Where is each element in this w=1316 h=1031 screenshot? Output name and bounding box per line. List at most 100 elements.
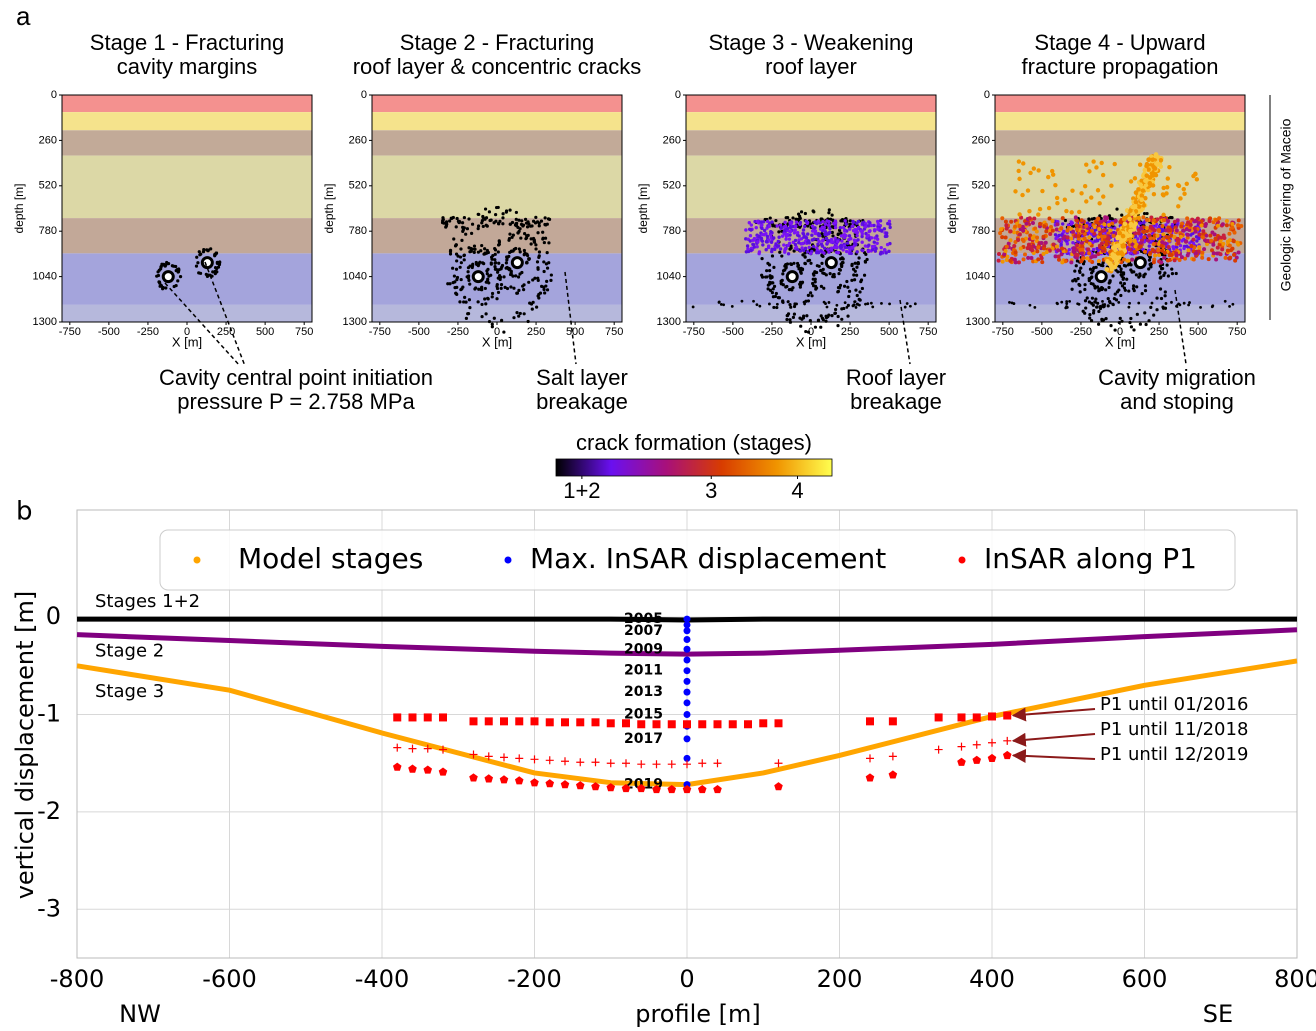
crack [1184,239,1189,244]
crack [462,258,466,262]
crack [1231,252,1236,257]
crack [1230,225,1235,230]
crack [1231,239,1236,244]
crack [1056,254,1061,259]
crack [1217,235,1222,240]
crack [792,312,797,316]
crack [453,286,457,290]
crack [887,219,892,224]
crack [909,304,912,308]
crack [848,247,852,251]
crack [1213,217,1218,222]
crack [1036,245,1041,250]
insar-point [683,699,691,707]
crack [1162,255,1167,260]
annotation: Roof layer [846,365,946,390]
crack [799,324,803,328]
crack [1209,238,1214,243]
y-tick-label: 780 [972,225,990,237]
crack [527,280,531,284]
crack [1213,237,1218,242]
crack [1017,176,1022,182]
crack [1079,251,1084,256]
crack [777,230,781,234]
annotation-arrow [164,282,241,367]
crack [815,221,819,226]
insar-point [683,615,691,623]
crack [1138,322,1142,326]
crack [1024,221,1029,226]
crack [1033,305,1037,309]
crack [1098,214,1102,218]
crack [525,225,530,229]
crack [842,235,847,240]
crack [1027,209,1032,214]
crack [1081,256,1086,261]
crack [1090,251,1094,256]
annotation: pressure P = 2.758 MPa [177,389,415,414]
y-tick-label: 0 [361,89,367,101]
crack [1083,287,1087,292]
crack [472,250,476,254]
crack [159,265,163,269]
crack [1214,257,1219,262]
section-title: Stage 1 - Fracturing [90,30,284,55]
crack [466,312,470,316]
crack [1101,286,1105,291]
crack [1038,221,1043,226]
crack [1146,157,1151,163]
crack [869,236,874,240]
crack [1106,236,1111,241]
crack [1078,290,1082,294]
crack [1092,266,1096,270]
insar-point [865,773,875,782]
crack [775,302,779,306]
geologic-layer [372,130,622,156]
crack [1172,234,1177,239]
crack [1142,167,1148,173]
crack [864,231,868,236]
crack [1162,273,1166,277]
annotation-arrow [204,261,246,367]
crack [1067,247,1071,252]
crack [514,217,518,221]
crack [441,217,445,222]
crack [1115,207,1119,211]
crack [457,220,461,225]
insar-point [606,719,615,728]
crack [1141,173,1146,179]
crack [888,225,892,230]
insar-point [545,756,554,765]
crack [875,241,879,245]
crack [1090,217,1094,221]
crack [858,290,862,294]
insar-point [988,712,996,721]
crack [511,274,515,278]
crack [455,259,459,263]
crack [1174,228,1179,233]
crack [462,253,466,258]
x-tick-label: -500 [722,326,744,338]
crack [1043,240,1048,245]
x-tick-label: 250 [217,326,235,338]
crack [776,295,780,300]
crack [497,261,501,265]
crack [879,245,883,250]
crack [1201,235,1206,240]
crack [451,266,455,270]
crack [1127,289,1131,293]
crack [1059,252,1064,257]
crack [492,316,496,320]
crack [523,232,527,236]
crack [1146,167,1151,172]
crack [1138,244,1143,249]
crack [778,247,783,251]
crack [455,275,460,280]
crack [483,247,487,251]
crack [784,285,788,289]
crack [515,291,519,295]
crack [810,294,814,298]
crack [820,261,824,265]
crack [496,270,500,274]
crack [1147,258,1152,262]
